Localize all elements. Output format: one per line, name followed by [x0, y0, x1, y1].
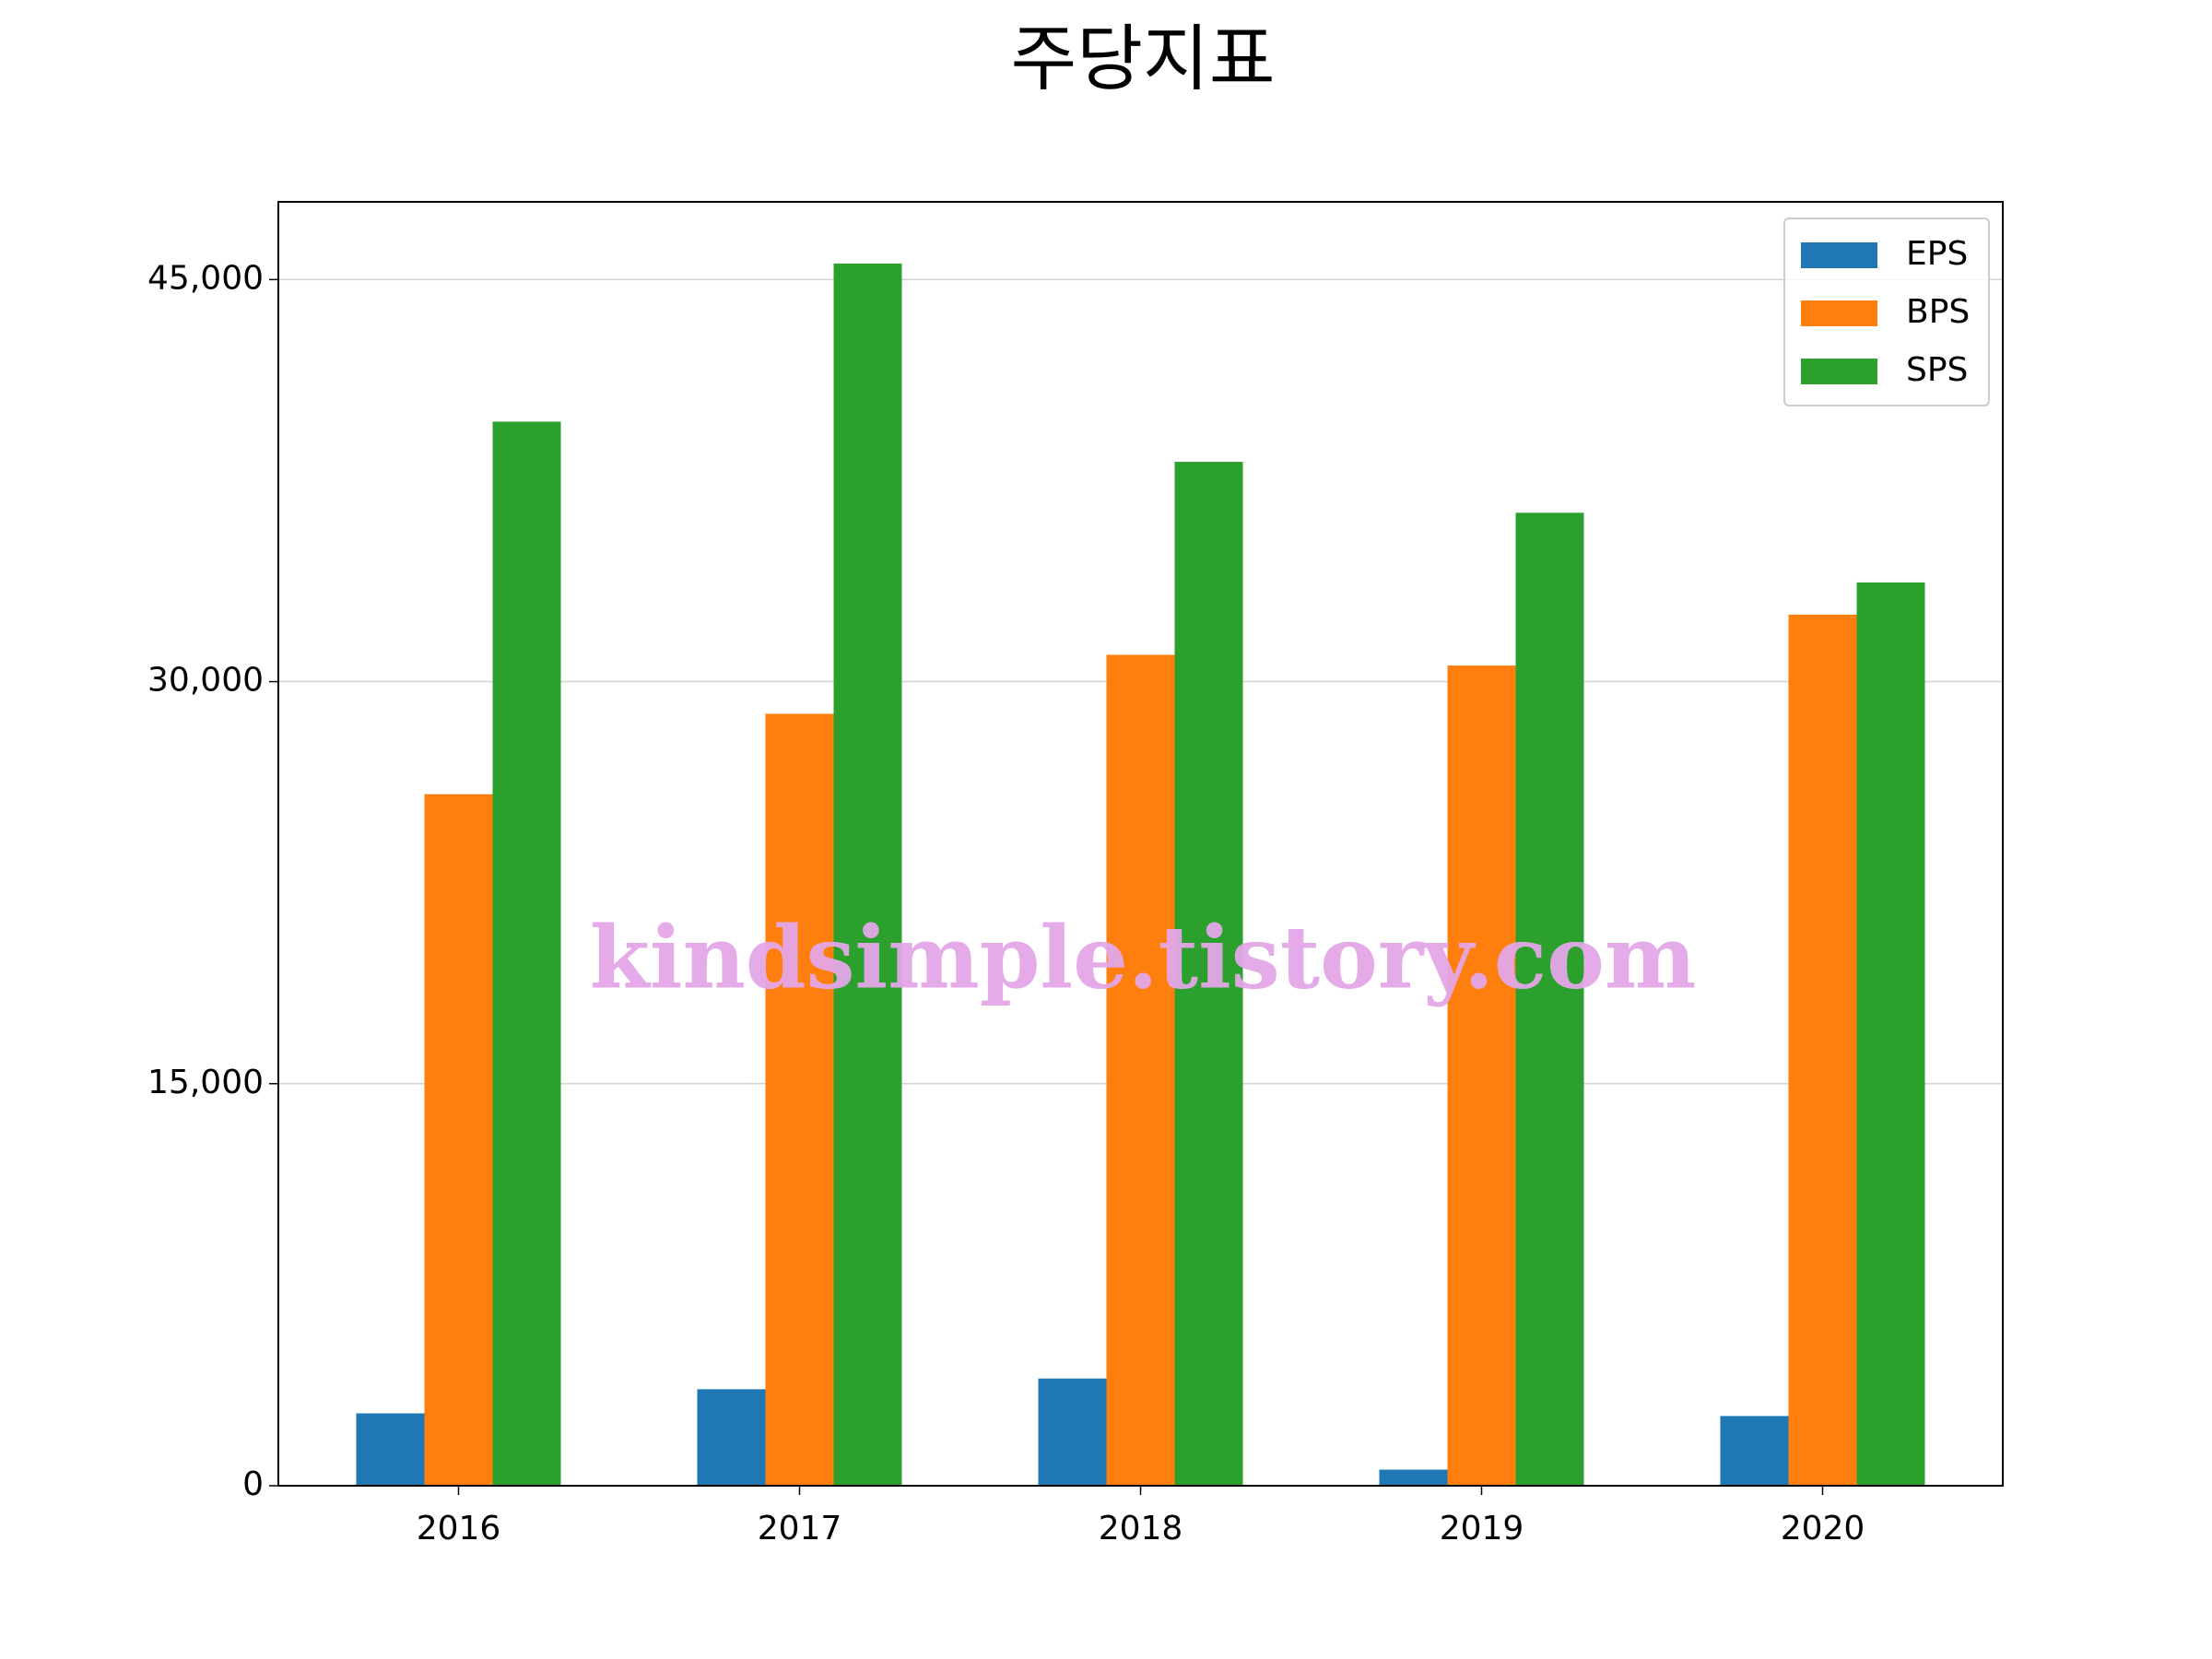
bar — [1447, 665, 1516, 1486]
plot-frame — [277, 201, 2004, 1487]
x-tick-label: 2019 — [1440, 1510, 1524, 1547]
legend-swatch — [1801, 359, 1877, 384]
y-tick-label: 45,000 — [147, 259, 264, 297]
legend-swatch — [1801, 300, 1877, 326]
y-tick-label: 30,000 — [147, 662, 264, 700]
y-tick-label: 0 — [242, 1465, 264, 1503]
bar — [492, 421, 561, 1486]
legend-label: SPS — [1906, 351, 1968, 389]
bar — [1856, 582, 1925, 1486]
bar — [1106, 654, 1175, 1486]
bar — [833, 263, 902, 1487]
bar — [1038, 1378, 1107, 1486]
watermark: kindsimple.tistory.com — [590, 907, 1697, 1008]
bar — [1788, 614, 1857, 1486]
bar — [697, 1389, 766, 1486]
legend-label: BPS — [1906, 293, 1970, 331]
legend-label: EPS — [1906, 235, 1968, 273]
bar — [1515, 512, 1584, 1486]
x-tick-label: 2020 — [1781, 1510, 1865, 1547]
bar — [1720, 1416, 1789, 1486]
bar — [765, 713, 834, 1486]
x-tick-label: 2018 — [1099, 1510, 1183, 1547]
x-tick-label: 2017 — [758, 1510, 842, 1547]
bar — [1174, 462, 1243, 1486]
x-tick-label: 2016 — [417, 1510, 501, 1547]
legend-swatch — [1801, 242, 1877, 268]
y-tick-label: 15,000 — [147, 1064, 264, 1101]
bar — [424, 794, 493, 1486]
chart-title: 주당지표 — [1010, 18, 1275, 100]
bar — [356, 1413, 425, 1486]
bar — [1379, 1469, 1448, 1486]
